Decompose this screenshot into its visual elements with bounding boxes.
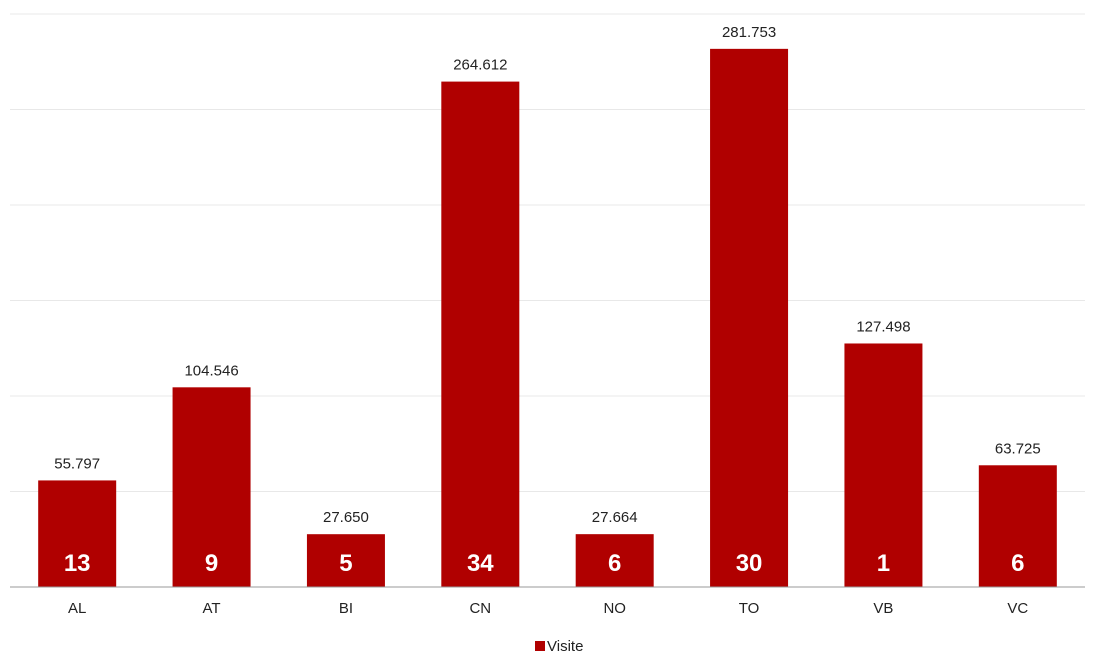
bar-cn <box>441 81 520 588</box>
x-tick-label-al: AL <box>68 600 86 617</box>
bar-inner-label-no: 6 <box>608 550 621 577</box>
bar-no <box>575 534 654 587</box>
value-label-no: 27.664 <box>592 509 638 526</box>
x-tick-label-no: NO <box>603 600 626 617</box>
x-tick-label-cn: CN <box>469 600 491 617</box>
legend-swatch <box>535 641 545 651</box>
legend: Visite <box>535 638 583 654</box>
bar-inner-label-bi: 5 <box>339 550 352 577</box>
bar-vc <box>978 465 1057 587</box>
value-label-at: 104.546 <box>184 362 238 379</box>
value-label-bi: 27.650 <box>323 509 369 526</box>
bars <box>38 48 1057 588</box>
bar-to <box>710 48 789 588</box>
value-label-al: 55.797 <box>54 455 100 472</box>
value-label-cn: 264.612 <box>453 57 507 74</box>
labels: 55.797 13 AL 104.546 9 AT 27.650 5 BI 264.612 34 CN… <box>54 24 1041 617</box>
bar-bi <box>306 534 385 587</box>
bar-inner-label-al: 13 <box>64 550 91 577</box>
bar-al <box>38 480 117 587</box>
x-tick-label-vb: VB <box>873 600 893 617</box>
legend-label-visite: Visite <box>547 638 583 654</box>
gridlines <box>10 13 1085 588</box>
bar-inner-label-to: 30 <box>736 550 763 577</box>
value-label-vc: 63.725 <box>995 440 1041 457</box>
value-label-to: 281.753 <box>722 24 776 41</box>
bar-inner-label-cn: 34 <box>467 550 494 577</box>
bar-vb <box>844 343 923 587</box>
bar-inner-label-at: 9 <box>205 550 218 577</box>
x-tick-label-to: TO <box>739 600 760 617</box>
bar-inner-label-vc: 6 <box>1011 550 1024 577</box>
bar-inner-label-vb: 1 <box>877 550 890 577</box>
value-label-vb: 127.498 <box>856 318 910 335</box>
bar-at <box>172 387 251 587</box>
x-tick-label-at: AT <box>203 600 221 617</box>
x-tick-label-vc: VC <box>1007 600 1028 617</box>
x-tick-label-bi: BI <box>339 600 353 617</box>
